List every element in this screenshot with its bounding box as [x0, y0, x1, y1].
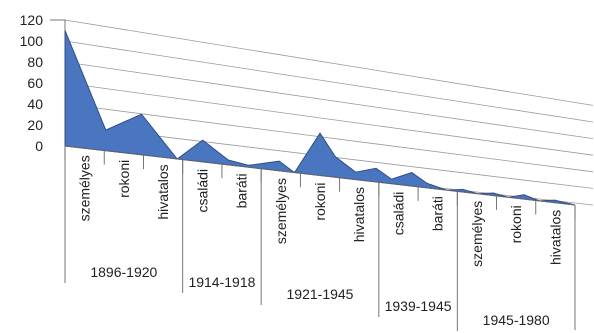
group-labels: 1896-1920 1914-1918 1921-1945 1939-1945 1945…: [90, 264, 549, 328]
x-tick-label: baráti: [430, 196, 446, 231]
x-axis-line: [64, 145, 576, 206]
group-label: 1921-1945: [287, 286, 354, 302]
area-series: [64, 30, 576, 206]
x-tick-label: személyes: [469, 201, 485, 267]
y-tick-label: 20: [27, 117, 43, 133]
y-tick-label: 60: [27, 75, 43, 91]
data-area: [64, 30, 576, 206]
x-tick-label: személyes: [273, 178, 289, 244]
group-label: 1939-1945: [385, 298, 452, 314]
x-tick-label: hivatalos: [351, 187, 367, 242]
x-tick-label: családi: [390, 192, 406, 236]
group-label: 1914-1918: [188, 274, 255, 290]
gridline: [64, 61, 594, 139]
x-axis: [64, 145, 576, 331]
y-tick-label: 80: [27, 54, 43, 70]
x-tick-label: rokoni: [312, 183, 328, 221]
gridline: [64, 103, 594, 173]
x-axis-labels: személyes rokoni hivatalos családi baráti sze…: [77, 155, 564, 267]
y-tick-label: 40: [27, 96, 43, 112]
x-tick-label: rokoni: [116, 160, 132, 198]
x-tick-label: baráti: [234, 173, 250, 208]
y-tick-label: 0: [35, 138, 43, 154]
x-tick-label: hivatalos: [547, 210, 563, 265]
gridline: [64, 19, 594, 106]
group-label: 1896-1920: [90, 264, 157, 280]
x-tick-label: rokoni: [508, 205, 524, 243]
x-tick-label: hivatalos: [155, 164, 171, 219]
group-label: 1945-1980: [483, 312, 550, 328]
y-tick-label: 120: [20, 12, 44, 28]
y-tick-label: 100: [20, 33, 44, 49]
y-axis-ticks: 0 20 40 60 80 100 120: [20, 12, 44, 154]
gridline: [64, 82, 594, 156]
x-tick-label: családi: [194, 169, 210, 213]
gridline: [64, 40, 594, 123]
x-tick-label: személyes: [77, 155, 93, 221]
